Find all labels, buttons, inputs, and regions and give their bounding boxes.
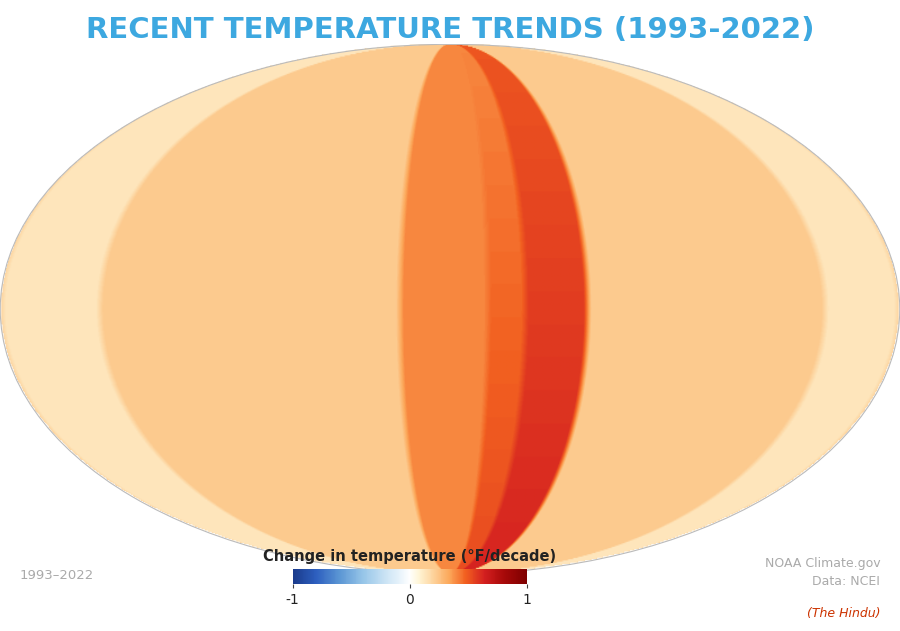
Text: RECENT TEMPERATURE TRENDS (1993-2022): RECENT TEMPERATURE TRENDS (1993-2022): [86, 16, 814, 44]
Text: (The Hindu): (The Hindu): [806, 606, 880, 620]
Text: Change in temperature (°F/decade): Change in temperature (°F/decade): [263, 549, 556, 564]
Text: 1993–2022: 1993–2022: [20, 569, 94, 582]
Text: NOAA Climate.gov
Data: NCEI: NOAA Climate.gov Data: NCEI: [765, 557, 880, 589]
